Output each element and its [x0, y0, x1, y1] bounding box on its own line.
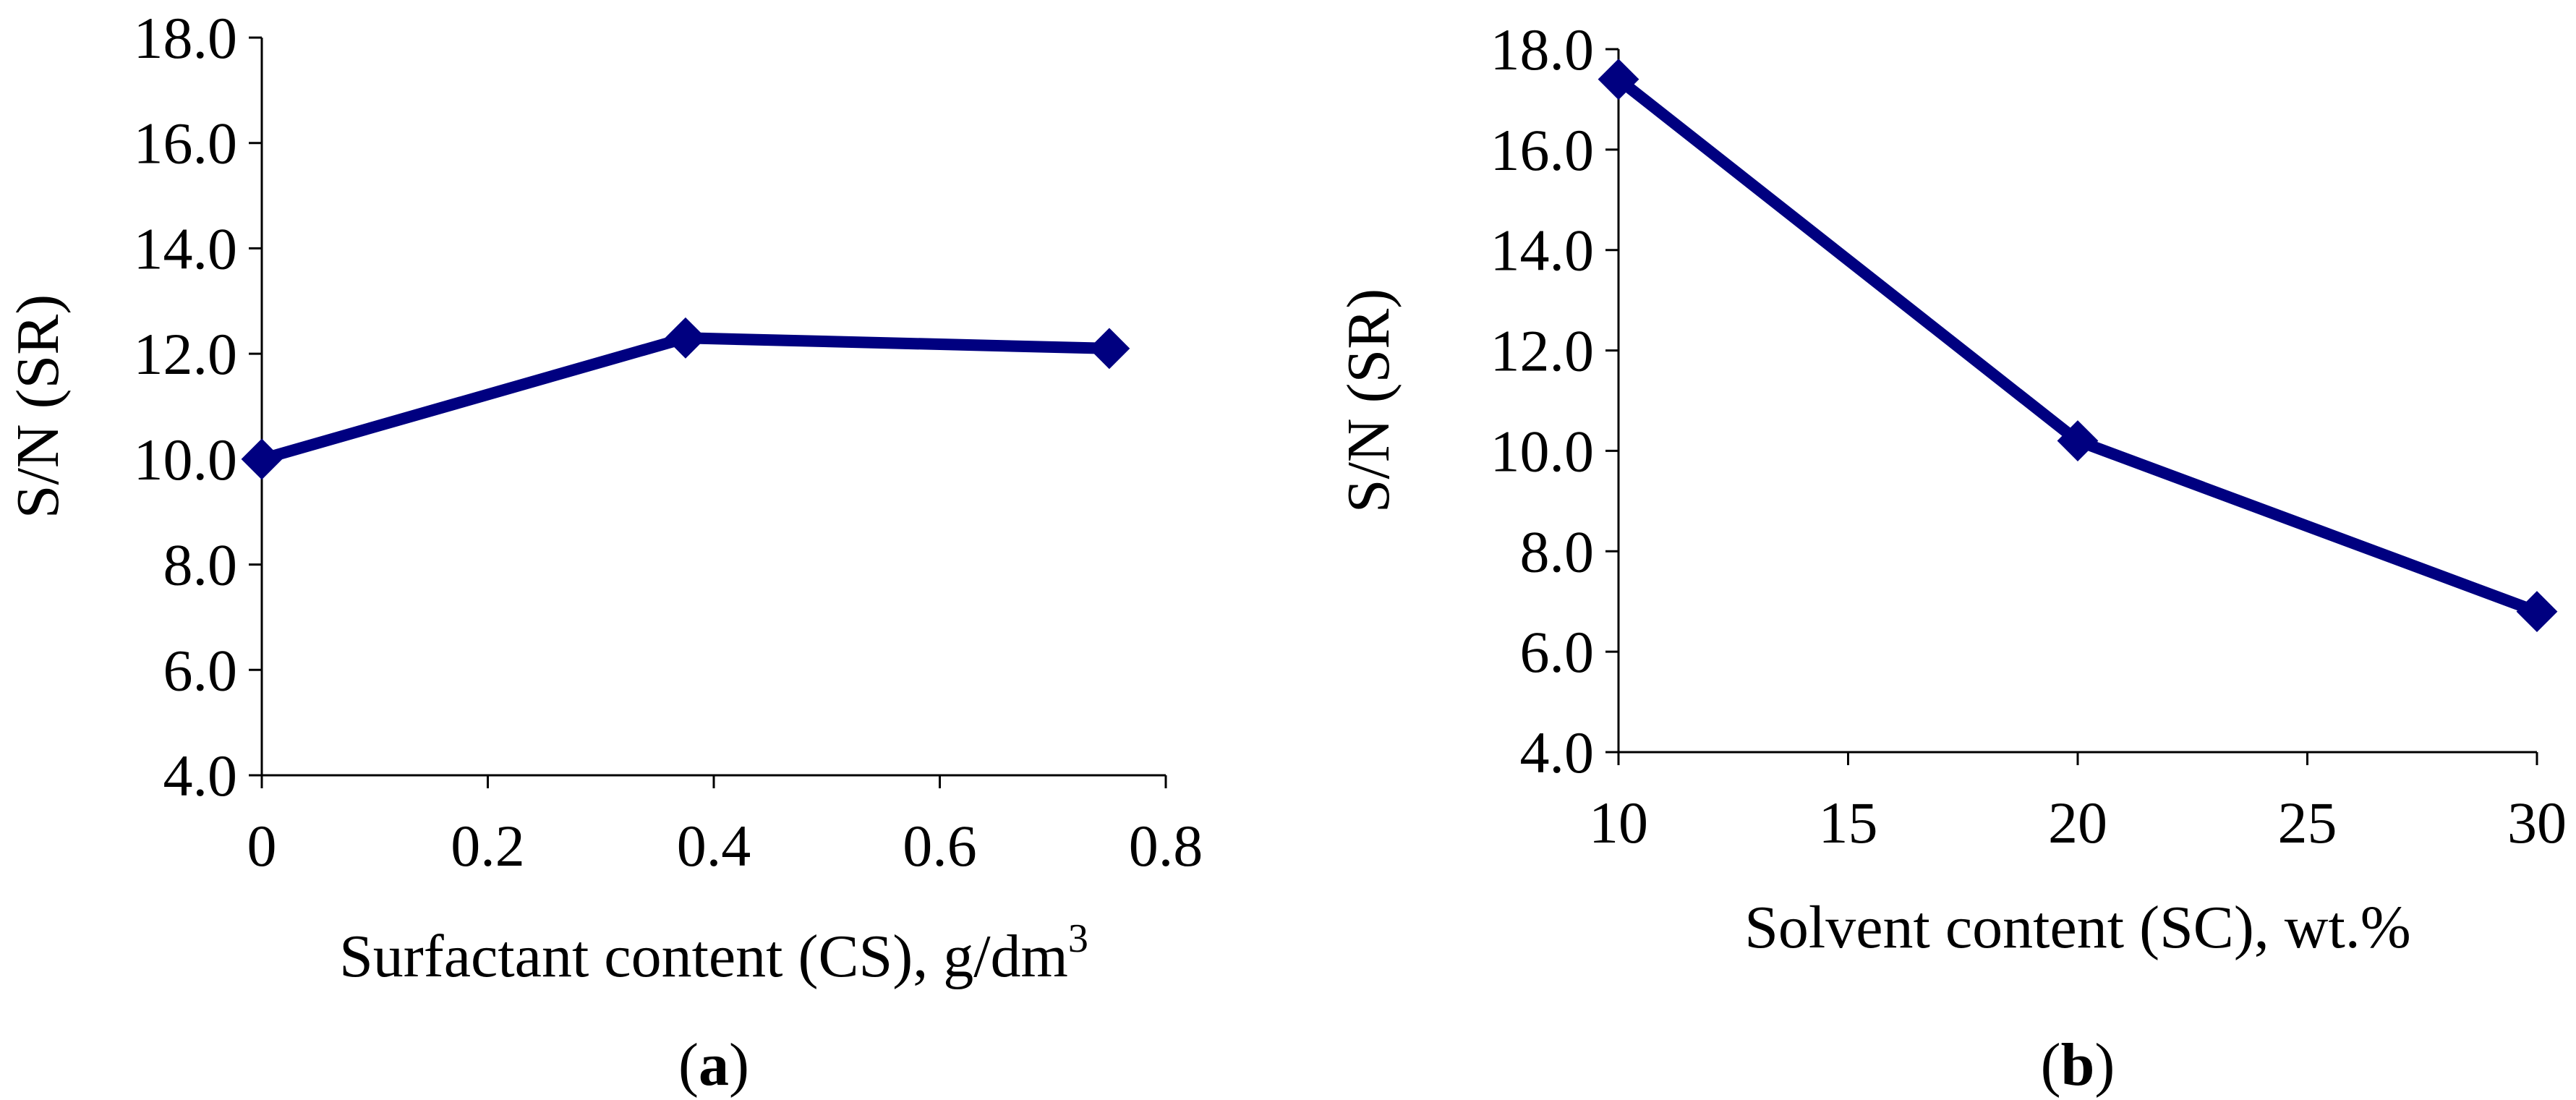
x-tick-label: 15 — [1819, 790, 1878, 856]
series-line — [1613, 73, 2543, 618]
data-point-marker — [1088, 328, 1130, 370]
x-tick-label: 0.4 — [677, 813, 751, 879]
panel-paren-open: ( — [2041, 1031, 2061, 1099]
y-tick-label: 10.0 — [134, 427, 238, 493]
data-point-marker — [241, 438, 283, 480]
y-tick-label: 16.0 — [1490, 117, 1595, 183]
panel-paren-close: ) — [729, 1031, 749, 1099]
y-tick-label: 10.0 — [1490, 418, 1595, 484]
x-axis-label-text: Solvent content (SC), wt.% — [1744, 894, 2411, 961]
y-tick-label: 12.0 — [1490, 318, 1595, 384]
x-tick-label: 0.6 — [903, 813, 977, 879]
x-tick-label: 0.8 — [1129, 813, 1203, 879]
y-tick-label: 18.0 — [134, 5, 238, 71]
x-tick-label: 30 — [2507, 790, 2567, 856]
x-tick-label: 25 — [2278, 790, 2337, 856]
y-tick-label: 14.0 — [1490, 218, 1595, 283]
x-tick-label: 0.2 — [451, 813, 525, 879]
data-point-marker — [1598, 59, 1639, 101]
data-point-marker — [2057, 420, 2099, 461]
chart-panel-a: 4.0 6.0 8.0 10.0 12.0 14.0 16.0 18.0 0 0.2 0.4 0.6 0… — [4, 5, 1203, 1099]
x-axis-label-text: Surfactant content (CS), g/dm — [339, 923, 1068, 990]
data-point-marker — [2516, 591, 2558, 633]
x-tick-label: 0 — [247, 813, 277, 879]
x-axis-label-superscript: 3 — [1068, 916, 1088, 961]
x-tick-label: 20 — [2048, 790, 2107, 856]
panel-letter: a — [699, 1031, 729, 1099]
y-tick-label: 6.0 — [163, 637, 238, 703]
chart-panel-b: 4.0 6.0 8.0 10.0 12.0 14.0 16.0 18.0 10 15 20 25 30 S… — [1335, 17, 2567, 1099]
y-tick-label: 4.0 — [1520, 720, 1595, 785]
panel-letter: b — [2061, 1031, 2095, 1099]
y-tick-label: 4.0 — [163, 743, 238, 809]
y-axis-label: S/N (SR) — [4, 294, 72, 519]
x-axis-label: Surfactant content (CS), g/dm3 — [339, 916, 1088, 990]
panel-label: (b) — [2041, 1031, 2115, 1099]
y-axis-label: S/N (SR) — [1335, 289, 1402, 513]
y-tick-label: 8.0 — [1520, 519, 1595, 584]
panel-paren-open: ( — [678, 1031, 699, 1099]
panel-label: (a) — [678, 1031, 749, 1099]
y-tick-label: 16.0 — [134, 111, 238, 176]
panel-paren-close: ) — [2094, 1031, 2115, 1099]
data-point-marker — [665, 317, 707, 359]
x-tick-label: 10 — [1589, 790, 1648, 856]
y-tick-label: 12.0 — [134, 321, 238, 387]
x-axis-label: Solvent content (SC), wt.% — [1744, 894, 2411, 961]
y-tick-label: 14.0 — [134, 216, 238, 281]
y-tick-label: 6.0 — [1520, 619, 1595, 685]
y-tick-label: 8.0 — [163, 532, 238, 598]
y-tick-label: 18.0 — [1490, 17, 1595, 82]
